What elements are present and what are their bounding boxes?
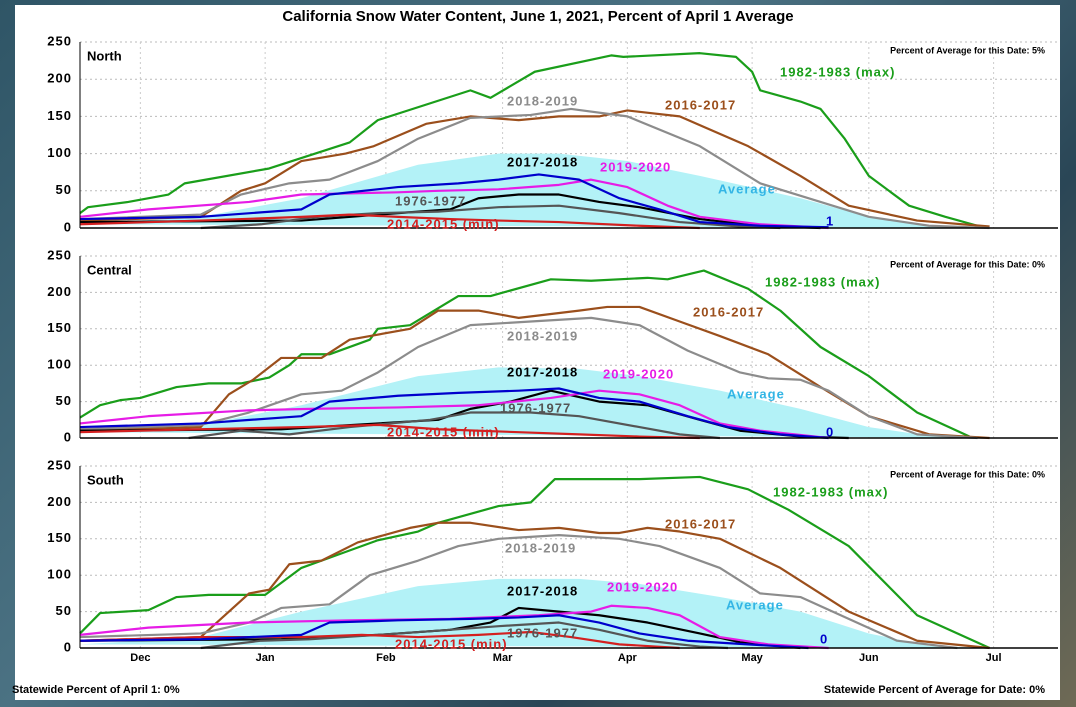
panel-title: Central bbox=[87, 262, 132, 277]
y-tick-label: 150 bbox=[47, 108, 72, 123]
y-tick-label: 50 bbox=[56, 393, 72, 408]
panel-title: North bbox=[87, 48, 122, 63]
x-tick-label: Feb bbox=[376, 652, 396, 664]
series-label: 2014-2015 (min) bbox=[387, 424, 500, 439]
series-label: 2019-2020 bbox=[603, 366, 674, 381]
y-tick-label: 150 bbox=[47, 320, 72, 335]
series-label: 2018-2019 bbox=[505, 540, 576, 555]
end-value-label: 1 bbox=[826, 213, 834, 228]
y-tick-label: 250 bbox=[47, 247, 72, 262]
x-tick-label: Apr bbox=[618, 652, 638, 664]
series-label: Average bbox=[727, 386, 785, 401]
y-tick-label: 250 bbox=[47, 33, 72, 48]
series-label: 2017-2018 bbox=[507, 583, 578, 598]
series-label: 1976-1977 bbox=[500, 400, 571, 415]
series-label: 2017-2018 bbox=[507, 364, 578, 379]
page: {"title": "California Snow Water Content… bbox=[0, 0, 1076, 707]
y-tick-label: 200 bbox=[47, 494, 72, 509]
chart-title: California Snow Water Content, June 1, 2… bbox=[282, 8, 793, 25]
y-tick-label: 200 bbox=[47, 71, 72, 86]
series-label: Average bbox=[726, 597, 784, 612]
panel-annotation: Percent of Average for this Date: 5% bbox=[890, 45, 1045, 55]
series-label: 1976-1977 bbox=[507, 625, 578, 640]
y-tick-label: 0 bbox=[64, 639, 72, 654]
series-label: 2019-2020 bbox=[607, 579, 678, 594]
end-value-label: 0 bbox=[820, 631, 828, 646]
series-label: 1982-1983 (max) bbox=[765, 274, 880, 289]
series-label: 2019-2020 bbox=[600, 159, 671, 174]
panel-annotation: Percent of Average for this Date: 0% bbox=[890, 259, 1045, 269]
chart-figure: California Snow Water Content, June 1, 2… bbox=[0, 0, 1076, 707]
end-value-label: 0 bbox=[826, 424, 834, 439]
footer-left: Statewide Percent of April 1: 0% bbox=[12, 684, 180, 696]
x-tick-label: Dec bbox=[130, 652, 150, 664]
y-tick-label: 0 bbox=[64, 429, 72, 444]
y-tick-label: 150 bbox=[47, 530, 72, 545]
y-tick-label: 100 bbox=[47, 145, 72, 160]
x-tick-label: May bbox=[741, 652, 763, 664]
series-label: 2016-2017 bbox=[665, 516, 736, 531]
x-tick-label: Jun bbox=[859, 652, 879, 664]
series-label: 1976-1977 bbox=[395, 193, 466, 208]
y-tick-label: 100 bbox=[47, 567, 72, 582]
y-tick-label: 50 bbox=[56, 182, 72, 197]
series-label: 2014-2015 (min) bbox=[387, 216, 500, 231]
series-label: 2016-2017 bbox=[665, 97, 736, 112]
series-label: 1982-1983 (max) bbox=[773, 484, 888, 499]
series-label: 2016-2017 bbox=[693, 304, 764, 319]
panel-annotation: Percent of Average for this Date: 0% bbox=[890, 469, 1045, 479]
y-tick-label: 0 bbox=[64, 219, 72, 234]
series-label: 2014-2015 (min) bbox=[395, 636, 508, 651]
x-tick-label: Mar bbox=[493, 652, 513, 664]
x-tick-label: Jan bbox=[256, 652, 275, 664]
x-tick-label: Jul bbox=[986, 652, 1002, 664]
series-label: 2018-2019 bbox=[507, 93, 578, 108]
series-label: 1982-1983 (max) bbox=[780, 64, 895, 79]
y-tick-label: 100 bbox=[47, 357, 72, 372]
series-label: Average bbox=[718, 181, 776, 196]
y-tick-label: 250 bbox=[47, 457, 72, 472]
panel-title: South bbox=[87, 472, 124, 487]
y-tick-label: 200 bbox=[47, 284, 72, 299]
series-label: 2017-2018 bbox=[507, 154, 578, 169]
footer-right: Statewide Percent of Average for Date: 0… bbox=[824, 684, 1045, 696]
y-tick-label: 50 bbox=[56, 603, 72, 618]
series-label: 2018-2019 bbox=[507, 328, 578, 343]
